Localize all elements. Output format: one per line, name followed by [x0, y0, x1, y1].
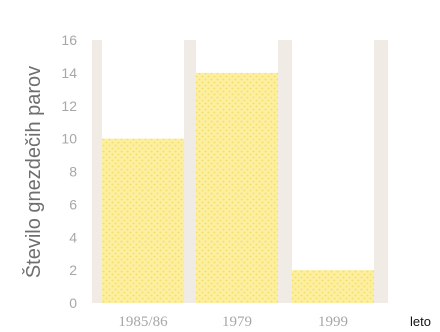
- y-tick-label: 12: [61, 98, 77, 114]
- y-axis-ticks: 0 2 4 6 8 10 12 14 16: [61, 32, 77, 311]
- bar: [196, 72, 278, 303]
- bar: [102, 138, 184, 303]
- y-tick-label: 10: [61, 131, 77, 147]
- y-tick-label: 8: [69, 164, 77, 180]
- y-axis-label: Število gnezdečih parov: [22, 66, 45, 278]
- y-tick-label: 0: [69, 295, 77, 311]
- x-tick-label: 1979: [222, 314, 252, 330]
- bar: [292, 270, 374, 303]
- x-axis-label: leto: [410, 314, 431, 329]
- x-tick-label: 1985/86: [118, 314, 168, 330]
- y-tick-label: 2: [69, 262, 77, 278]
- bars: [102, 72, 374, 303]
- y-tick-label: 6: [69, 196, 77, 212]
- y-tick-label: 14: [61, 65, 77, 81]
- y-tick-label: 16: [61, 32, 77, 48]
- x-tick-label: 1999: [318, 314, 348, 330]
- x-axis-ticks: 1985/86 1979 1999: [118, 314, 348, 330]
- y-tick-label: 4: [69, 229, 77, 245]
- column-background: [292, 40, 374, 303]
